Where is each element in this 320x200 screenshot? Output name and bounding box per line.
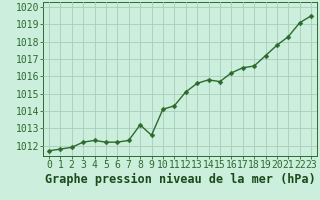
X-axis label: Graphe pression niveau de la mer (hPa): Graphe pression niveau de la mer (hPa) [44, 173, 316, 186]
